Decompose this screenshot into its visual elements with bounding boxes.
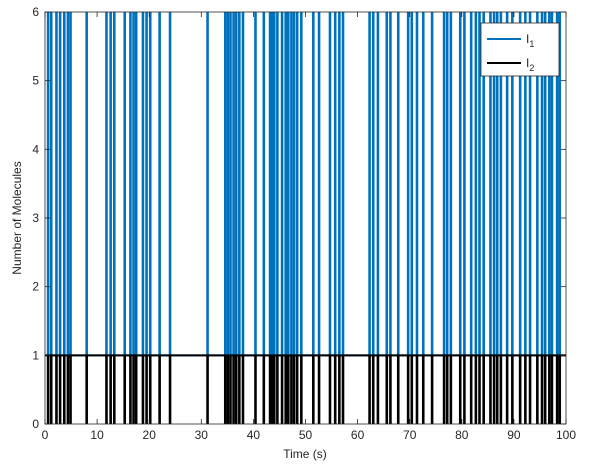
- legend-label-1: I1: [526, 32, 534, 49]
- y-tick-label: 6: [32, 5, 39, 19]
- x-tick-label: 0: [42, 428, 49, 442]
- y-tick-label: 1: [32, 348, 39, 362]
- x-tick-label: 60: [351, 428, 365, 442]
- y-tick-label: 0: [32, 417, 39, 431]
- legend-label-2: I2: [526, 56, 534, 73]
- x-axis-label: Time (s): [283, 447, 327, 461]
- x-tick-label: 90: [507, 428, 521, 442]
- x-tick-label: 40: [247, 428, 261, 442]
- x-tick-label: 10: [90, 428, 104, 442]
- legend-box: [480, 22, 560, 77]
- x-tick-label: 100: [556, 428, 576, 442]
- y-tick-label: 3: [32, 211, 39, 225]
- y-tick-label: 2: [32, 280, 39, 294]
- y-tick-label: 4: [32, 142, 39, 156]
- axes-layer: 0 10 20 30 40 50 60 70 80 90 100 0 1 2 3 4 5 6: [32, 5, 576, 442]
- x-tick-label: 70: [403, 428, 417, 442]
- x-tick-label: 30: [195, 428, 209, 442]
- series-layer: [45, 12, 566, 424]
- x-tick-label: 80: [455, 428, 469, 442]
- y-axis-label: Number of Molecules: [10, 161, 24, 274]
- y-tick-label: 5: [32, 74, 39, 88]
- x-tick-label: 50: [299, 428, 313, 442]
- x-tick-label: 20: [143, 428, 157, 442]
